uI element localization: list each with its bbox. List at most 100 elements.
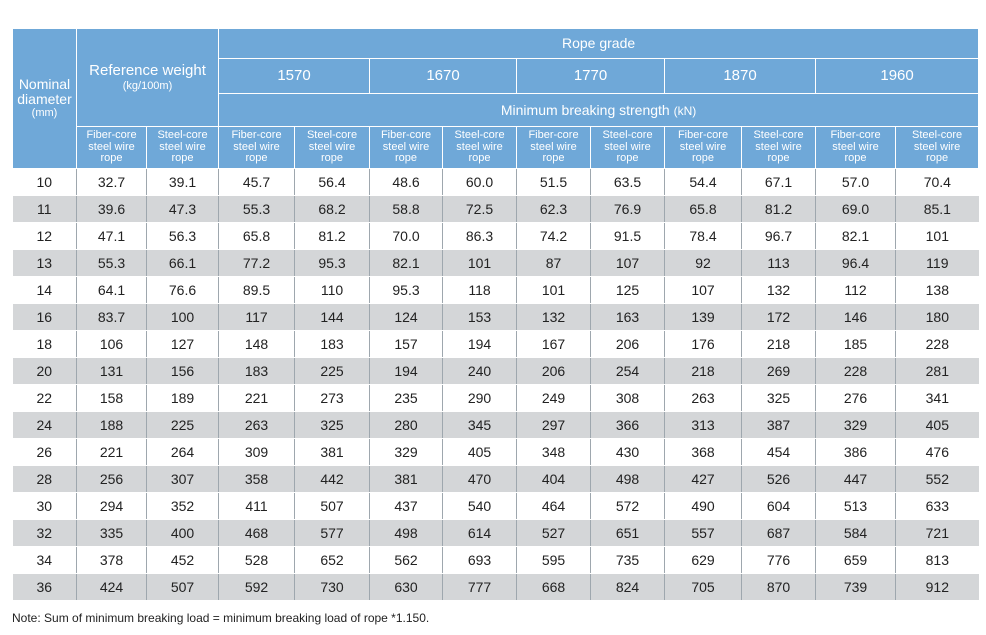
value-cell: 405 [442, 438, 518, 466]
steel-core-header: Steel-core steel wire rope [590, 126, 666, 169]
value-cell: 735 [590, 546, 666, 574]
fiber-core-header: Fiber-core steel wire rope [664, 126, 743, 169]
core-type-label: rope [245, 152, 268, 165]
value-cell: 39.1 [146, 168, 220, 196]
core-type-label: rope [844, 152, 867, 165]
value-cell: 64.1 [76, 276, 147, 304]
value-cell: 912 [895, 573, 979, 601]
value-cell: 630 [369, 573, 444, 601]
value-cell: 562 [369, 546, 444, 574]
value-cell: 70.4 [895, 168, 979, 196]
value-cell: 430 [590, 438, 666, 466]
value-cell: 721 [895, 519, 979, 547]
grade-1960: 1960 [815, 58, 980, 94]
value-cell: 307 [146, 465, 220, 493]
diameter-cell: 18 [12, 330, 77, 358]
value-cell: 264 [146, 438, 220, 466]
table-row: 11 39.6 47.3 55.3 68.2 58.8 72.5 62.3 76.9 65.8 81… [12, 195, 979, 223]
value-cell: 101 [442, 249, 518, 277]
value-cell: 476 [895, 438, 979, 466]
min-breaking-strength-header: Minimum breaking strength (kN) [218, 93, 980, 127]
core-type-label: rope [468, 152, 491, 165]
value-cell: 183 [294, 330, 371, 358]
value-cell: 70.0 [369, 222, 444, 250]
value-cell: 235 [369, 384, 444, 412]
value-cell: 386 [815, 438, 897, 466]
steel-core-header: Steel-core steel wire rope [442, 126, 518, 169]
value-cell: 276 [815, 384, 897, 412]
value-cell: 329 [815, 411, 897, 439]
steel-core-header: Steel-core steel wire rope [895, 126, 980, 169]
core-type-label: Steel-core [912, 129, 963, 142]
core-type-label: rope [692, 152, 715, 165]
value-cell: 156 [146, 357, 220, 385]
value-cell: 183 [218, 357, 296, 385]
fiber-core-header: Fiber-core steel wire rope [369, 126, 444, 169]
value-cell: 777 [442, 573, 518, 601]
value-cell: 87 [516, 249, 592, 277]
value-cell: 352 [146, 492, 220, 520]
value-cell: 329 [369, 438, 444, 466]
value-cell: 411 [218, 492, 296, 520]
rope-table-container: Nominal diameter (mm) Reference weight (… [12, 28, 980, 601]
value-cell: 366 [590, 411, 666, 439]
value-cell: 280 [369, 411, 444, 439]
value-cell: 189 [146, 384, 220, 412]
core-type-label: rope [100, 152, 123, 165]
value-cell: 498 [590, 465, 666, 493]
value-cell: 263 [218, 411, 296, 439]
value-cell: 67.1 [741, 168, 817, 196]
value-cell: 776 [741, 546, 817, 574]
value-cell: 513 [815, 492, 897, 520]
value-cell: 424 [76, 573, 147, 601]
value-cell: 47.1 [76, 222, 147, 250]
table-row: 12 47.1 56.3 65.8 81.2 70.0 86.3 74.2 91.5 78.4 96… [12, 222, 979, 250]
reference-weight-header: Reference weight (kg/100m) [75, 28, 220, 127]
value-cell: 256 [76, 465, 147, 493]
value-cell: 176 [664, 330, 743, 358]
value-cell: 131 [76, 357, 147, 385]
value-cell: 57.0 [815, 168, 897, 196]
value-cell: 107 [590, 249, 666, 277]
value-cell: 273 [294, 384, 371, 412]
value-cell: 614 [442, 519, 518, 547]
diameter-cell: 30 [12, 492, 77, 520]
value-cell: 572 [590, 492, 666, 520]
value-cell: 77.2 [218, 249, 296, 277]
nominal-line1: Nominal [18, 76, 71, 93]
core-type-label: Steel-core [454, 129, 505, 142]
core-type-label: steel wire [755, 140, 802, 153]
value-cell: 221 [218, 384, 296, 412]
value-cell: 106 [76, 330, 147, 358]
core-type-label: steel wire [382, 140, 430, 153]
core-type-label: rope [171, 152, 194, 165]
value-cell: 651 [590, 519, 666, 547]
table-body: 10 32.7 39.1 45.7 56.4 48.6 60.0 51.5 63.5 54.4 67… [12, 168, 979, 601]
value-cell: 221 [76, 438, 147, 466]
value-cell: 153 [442, 303, 518, 331]
value-cell: 381 [294, 438, 371, 466]
value-cell: 47.3 [146, 195, 220, 223]
value-cell: 58.8 [369, 195, 444, 223]
value-cell: 146 [815, 303, 897, 331]
table-row: 22 158 189 221 273 235 290 249 308 263 325 276 341 [12, 384, 979, 412]
value-cell: 552 [895, 465, 979, 493]
reference-unit: (kg/100m) [122, 79, 173, 92]
nominal-diameter-header: Nominal diameter (mm) [12, 28, 77, 169]
core-type-label: steel wire [530, 140, 577, 153]
diameter-cell: 10 [12, 168, 77, 196]
value-cell: 158 [76, 384, 147, 412]
diameter-cell: 11 [12, 195, 77, 223]
diameter-cell: 36 [12, 573, 77, 601]
grade-1770: 1770 [516, 58, 666, 94]
steel-core-header: Steel-core steel wire rope [741, 126, 817, 169]
value-cell: 100 [146, 303, 220, 331]
core-type-label: Fiber-core [830, 129, 881, 142]
value-cell: 82.1 [369, 249, 444, 277]
core-type-label: rope [616, 152, 639, 165]
value-cell: 68.2 [294, 195, 371, 223]
value-cell: 92 [664, 249, 743, 277]
value-cell: 65.8 [218, 222, 296, 250]
core-type-label: Steel-core [306, 129, 358, 142]
value-cell: 813 [895, 546, 979, 574]
